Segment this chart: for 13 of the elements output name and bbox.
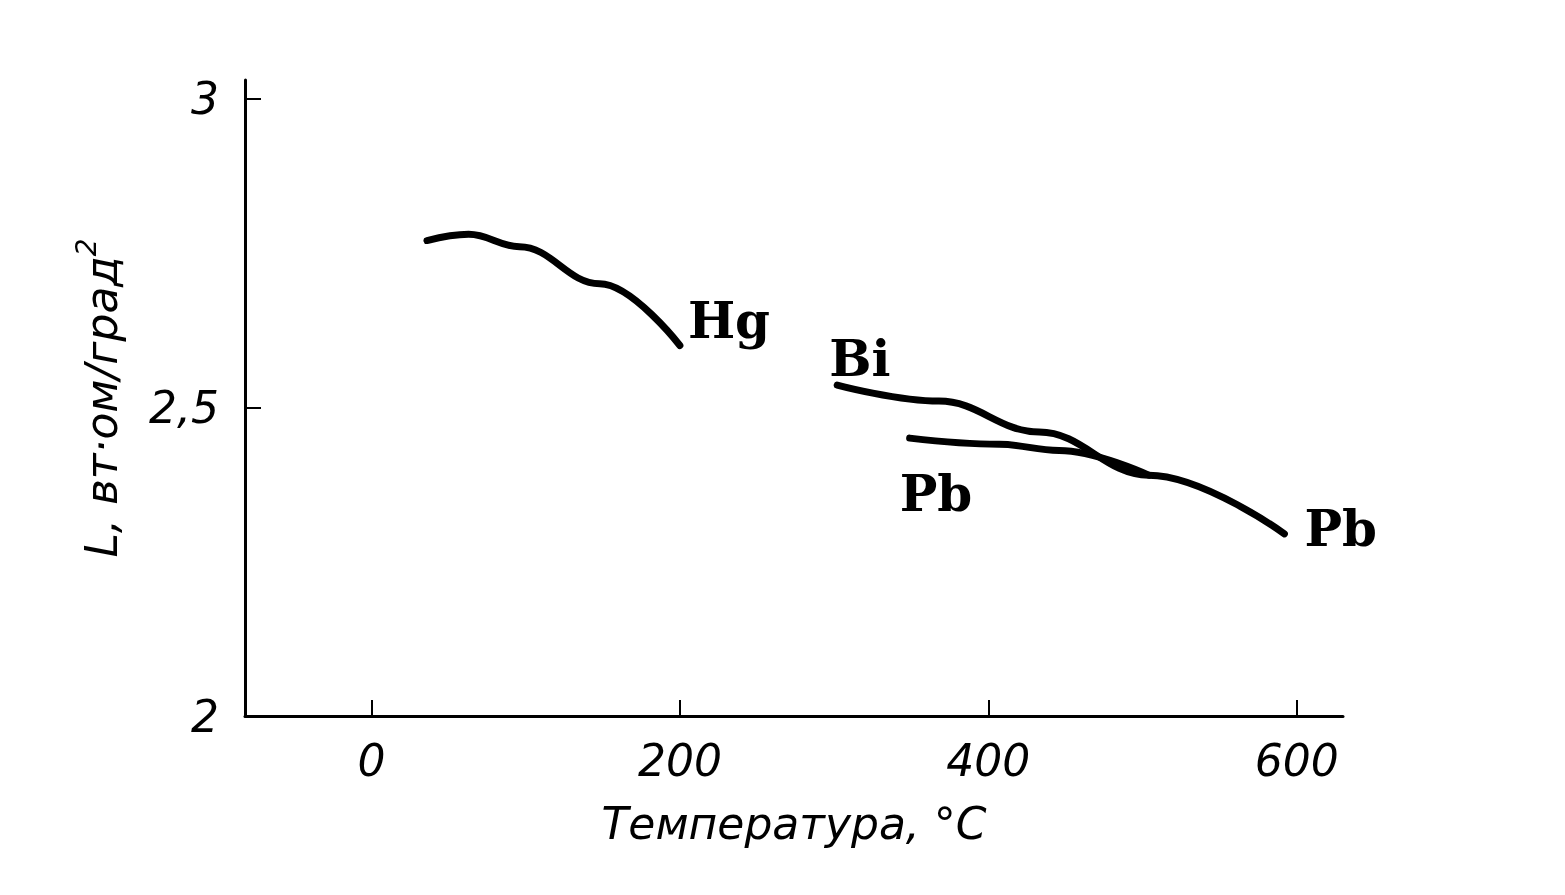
annotation: Hg (687, 291, 771, 351)
x-axis-title: Температура, °C (601, 797, 987, 849)
x-tick-label: 400 (946, 734, 1031, 786)
annotation: Pb (1304, 499, 1377, 559)
y-axis-title: L, вт·ом/град2 (69, 238, 127, 558)
y-tick-label: 2 (191, 690, 219, 742)
annotation: Pb (899, 463, 973, 523)
y-tick-label: 3 (191, 73, 219, 125)
x-tick-label: 600 (1254, 734, 1339, 786)
x-tick-label: 0 (357, 734, 386, 786)
x-tick-label: 200 (637, 734, 722, 786)
y-tick-label: 2,5 (149, 381, 219, 433)
annotation: Bi (829, 328, 891, 388)
